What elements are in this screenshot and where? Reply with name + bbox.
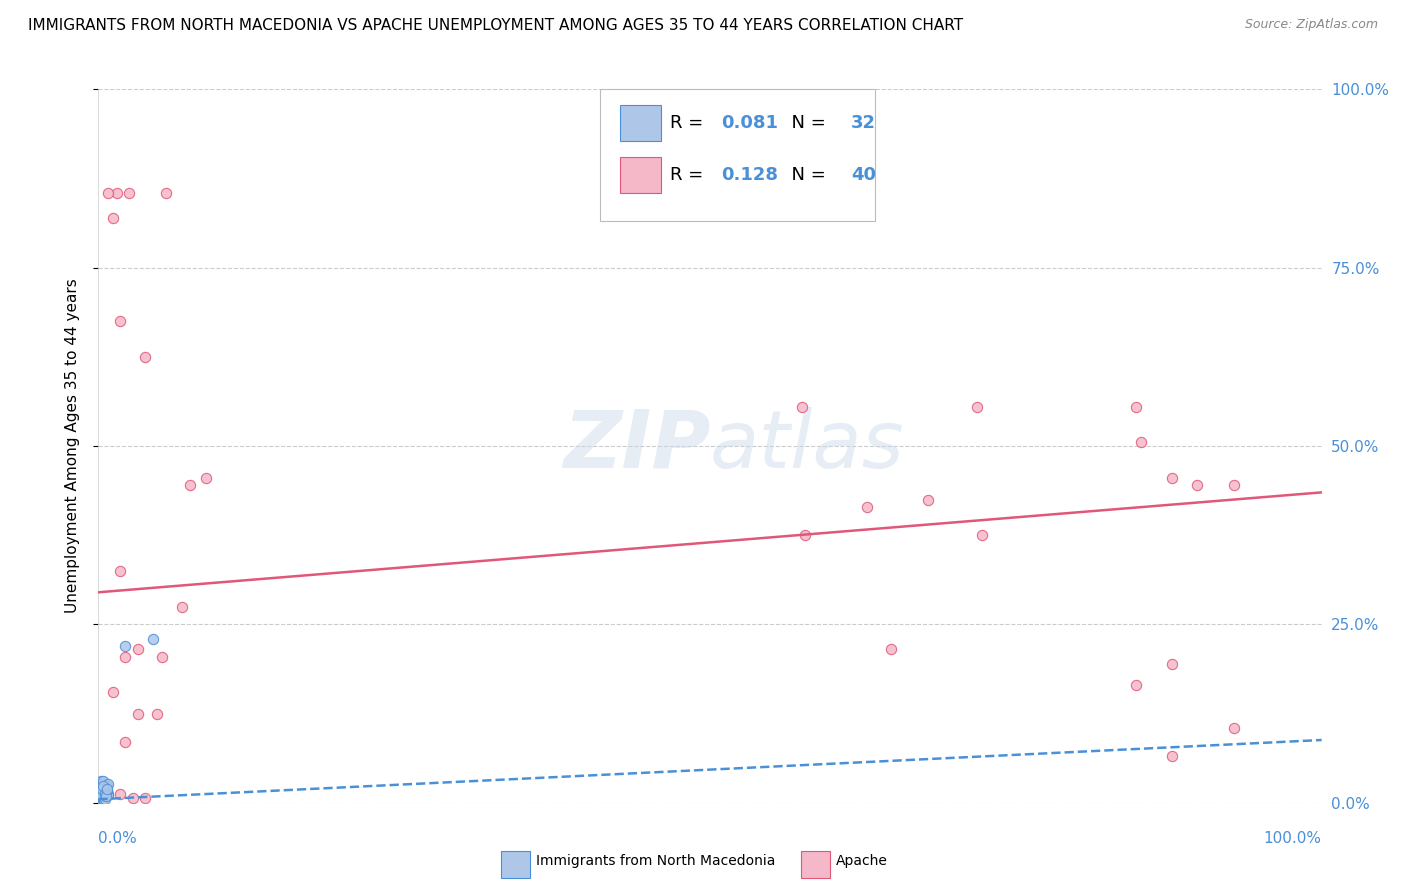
Point (790, 400, 813, 414)
Point (118, 186, 141, 200)
Text: Apache: Apache (837, 855, 889, 868)
Point (880, 642, 903, 657)
Point (96, 780, 118, 794)
Point (195, 471, 218, 485)
Point (96, 784, 118, 798)
Text: 100.0%: 100.0% (1264, 831, 1322, 847)
Point (94, 789, 117, 804)
Point (91, 777, 114, 791)
Text: atlas: atlas (710, 407, 905, 485)
FancyBboxPatch shape (620, 105, 661, 141)
Point (150, 649, 173, 664)
Point (94, 780, 117, 795)
Point (1161, 657, 1184, 671)
Point (170, 599, 193, 614)
Text: 32: 32 (851, 114, 876, 132)
Point (110, 787, 132, 801)
Point (90, 773, 112, 788)
Point (1129, 435, 1152, 450)
Text: N =: N = (780, 114, 831, 132)
Text: 0.0%: 0.0% (98, 831, 138, 847)
Point (94, 777, 117, 791)
Point (90, 780, 112, 794)
Text: Source: ZipAtlas.com: Source: ZipAtlas.com (1244, 18, 1378, 31)
Text: ZIP: ZIP (562, 407, 710, 485)
Point (93, 787, 115, 801)
Point (110, 564, 132, 578)
Point (114, 639, 136, 653)
Point (127, 706, 149, 721)
Point (142, 632, 165, 646)
Point (1125, 678, 1147, 692)
Y-axis label: Unemployment Among Ages 35 to 44 years: Unemployment Among Ages 35 to 44 years (65, 278, 80, 614)
Text: 0.081: 0.081 (721, 114, 778, 132)
Point (917, 492, 939, 507)
Text: R =: R = (669, 166, 709, 184)
Point (97, 777, 120, 791)
FancyBboxPatch shape (620, 157, 661, 193)
Point (91, 782, 114, 797)
Point (146, 706, 169, 721)
Point (179, 478, 201, 492)
Point (1161, 749, 1184, 764)
Point (93, 787, 115, 801)
Text: Immigrants from North Macedonia: Immigrants from North Macedonia (536, 855, 776, 868)
Point (101, 211, 124, 225)
Point (91, 789, 114, 804)
Point (93, 782, 115, 797)
Point (91, 773, 114, 788)
Point (89, 784, 111, 798)
Point (134, 350, 156, 364)
Point (91, 791, 114, 805)
Point (96, 782, 118, 797)
Point (114, 649, 136, 664)
Point (91, 780, 114, 795)
Text: IMMIGRANTS FROM NORTH MACEDONIA VS APACHE UNEMPLOYMENT AMONG AGES 35 TO 44 YEARS: IMMIGRANTS FROM NORTH MACEDONIA VS APACH… (28, 18, 963, 33)
Point (97, 186, 120, 200)
Point (90, 788, 112, 802)
Point (91, 787, 114, 801)
Point (855, 500, 877, 514)
Point (93, 791, 115, 805)
FancyBboxPatch shape (501, 851, 530, 878)
Point (1185, 478, 1208, 492)
Point (105, 186, 128, 200)
Text: R =: R = (669, 114, 709, 132)
Point (127, 642, 149, 657)
Point (89, 787, 111, 801)
Point (89, 780, 111, 795)
Point (90, 789, 112, 804)
Point (91, 780, 114, 794)
Point (1161, 471, 1184, 485)
Point (155, 186, 177, 200)
Point (91, 787, 114, 801)
Text: N =: N = (780, 166, 831, 184)
Point (97, 787, 120, 801)
Text: 0.128: 0.128 (721, 166, 778, 184)
Point (1125, 400, 1147, 414)
Point (134, 790, 156, 805)
Point (114, 735, 136, 749)
Point (794, 528, 817, 542)
Point (101, 685, 124, 699)
Point (966, 400, 988, 414)
Text: 40: 40 (851, 166, 876, 184)
FancyBboxPatch shape (800, 851, 830, 878)
Point (94, 784, 117, 798)
Point (93, 788, 115, 802)
Point (97, 788, 120, 802)
Point (1222, 478, 1244, 492)
Point (121, 790, 143, 805)
Point (970, 528, 993, 542)
Point (1222, 721, 1244, 735)
FancyBboxPatch shape (600, 89, 875, 221)
Point (91, 791, 114, 805)
Point (91, 784, 114, 798)
Point (110, 314, 132, 328)
